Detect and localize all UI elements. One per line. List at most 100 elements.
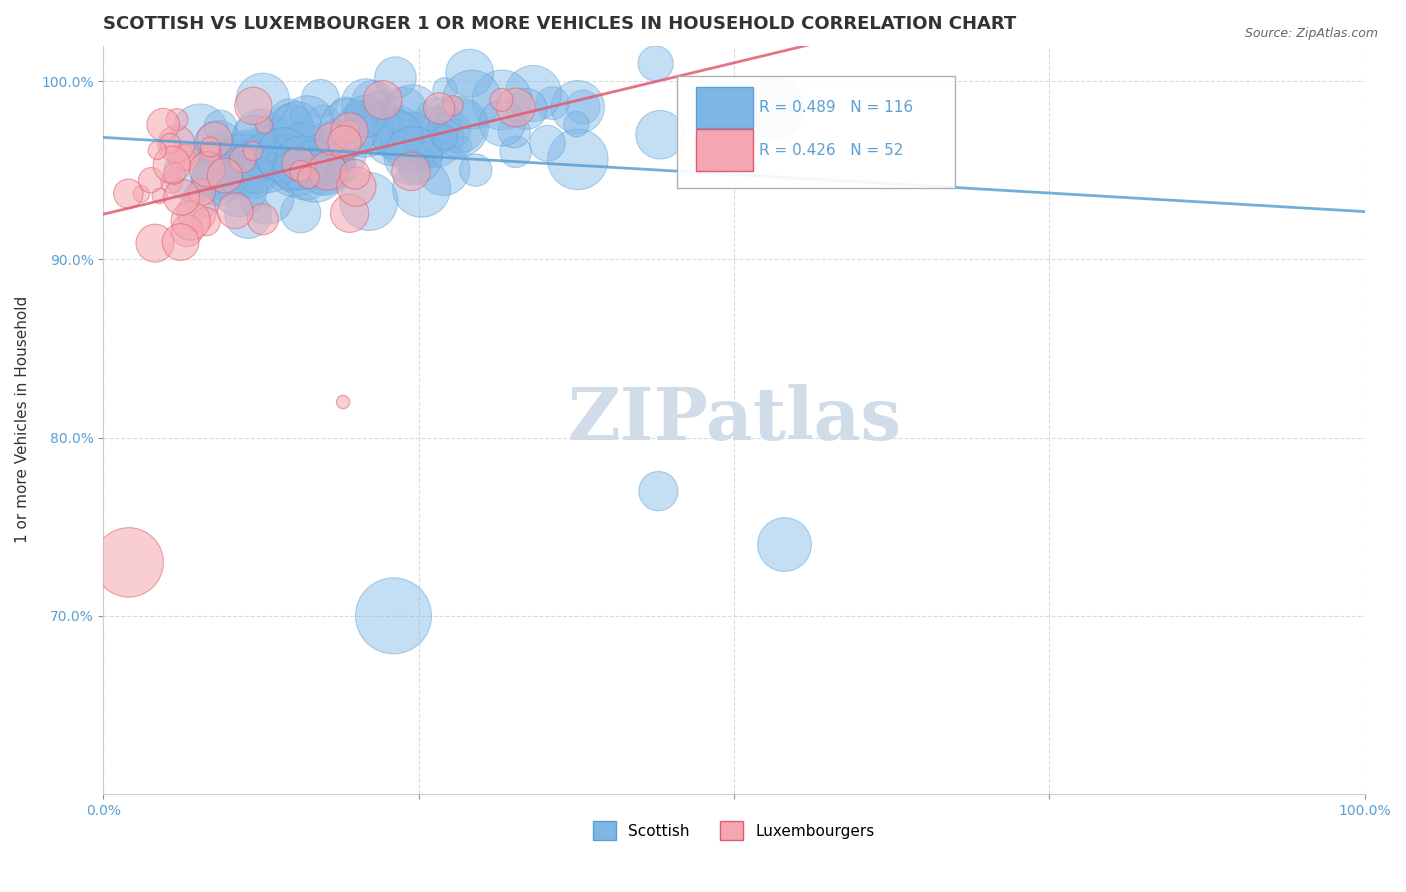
Point [565,117,588,131]
Point [381,130,404,145]
Text: R = 0.426   N = 52: R = 0.426 N = 52 [759,143,904,158]
Point [522,87,544,101]
Point [276,146,298,161]
Point [195,214,218,228]
Point [402,160,425,174]
Point [387,123,409,137]
Point [219,151,242,165]
Point [170,151,193,165]
Point [117,186,139,201]
Point [188,125,211,139]
Point [214,169,236,183]
Point [249,130,271,145]
Point [224,203,246,218]
Point [572,100,595,114]
Point [315,152,337,166]
Point [308,137,330,152]
Text: Source: ZipAtlas.com: Source: ZipAtlas.com [1244,27,1378,40]
Point [491,93,513,107]
Point [491,116,513,130]
Point [505,101,527,115]
Point [343,167,366,181]
Point [290,206,312,220]
Point [449,119,471,133]
Point [461,93,484,107]
Point [353,121,375,136]
Point [370,106,392,120]
Point [236,208,259,222]
Point [280,163,302,178]
Point [231,151,253,165]
Point [246,168,269,182]
Point [567,153,589,167]
Point [170,190,193,204]
Point [464,163,486,178]
Point [202,171,225,186]
Point [450,138,472,153]
Point [344,106,367,120]
Point [354,109,377,123]
Point [314,157,336,171]
Point [353,120,375,135]
Point [328,147,350,161]
Point [118,555,141,569]
Point [337,124,360,138]
Point [281,166,304,180]
Point [243,130,266,145]
Point [321,164,343,178]
Point [290,164,312,178]
Point [333,104,356,119]
Point [256,190,278,204]
Point [291,146,314,161]
Point [271,155,294,169]
Point [209,120,232,134]
Point [180,213,202,227]
Point [447,120,470,134]
Point [411,181,433,195]
Point [491,93,513,107]
Text: SCOTTISH VS LUXEMBOURGER 1 OR MORE VEHICLES IN HOUSEHOLD CORRELATION CHART: SCOTTISH VS LUXEMBOURGER 1 OR MORE VEHIC… [104,15,1017,33]
Point [773,537,796,551]
Point [415,152,437,166]
Point [316,164,339,178]
Point [363,120,385,135]
Point [536,136,558,151]
Point [333,136,356,150]
Point [169,235,191,249]
Point [165,136,187,151]
Point [441,98,464,112]
Point [242,165,264,179]
Point [402,149,425,163]
Point [426,115,449,129]
Point [256,158,278,172]
Point [149,189,172,203]
Point [541,96,564,111]
Point [181,166,204,180]
Point [423,130,446,145]
Point [152,118,174,132]
Point [312,167,335,181]
Point [271,140,294,154]
Point [319,132,342,146]
Point [384,70,406,85]
Point [200,140,222,154]
Point [297,170,319,185]
Point [516,102,538,116]
Point [290,156,312,170]
Point [294,141,316,155]
Point [204,133,226,147]
Point [191,185,214,199]
Point [505,145,527,159]
Point [434,130,457,145]
Point [401,105,423,120]
Point [252,93,274,107]
Point [325,129,347,144]
Point [377,142,399,156]
Point [309,91,332,105]
Point [186,205,208,219]
Legend: Scottish, Luxembourgers: Scottish, Luxembourgers [588,815,882,847]
Point [304,164,326,178]
Point [762,102,785,116]
Point [385,128,408,143]
Point [232,153,254,167]
